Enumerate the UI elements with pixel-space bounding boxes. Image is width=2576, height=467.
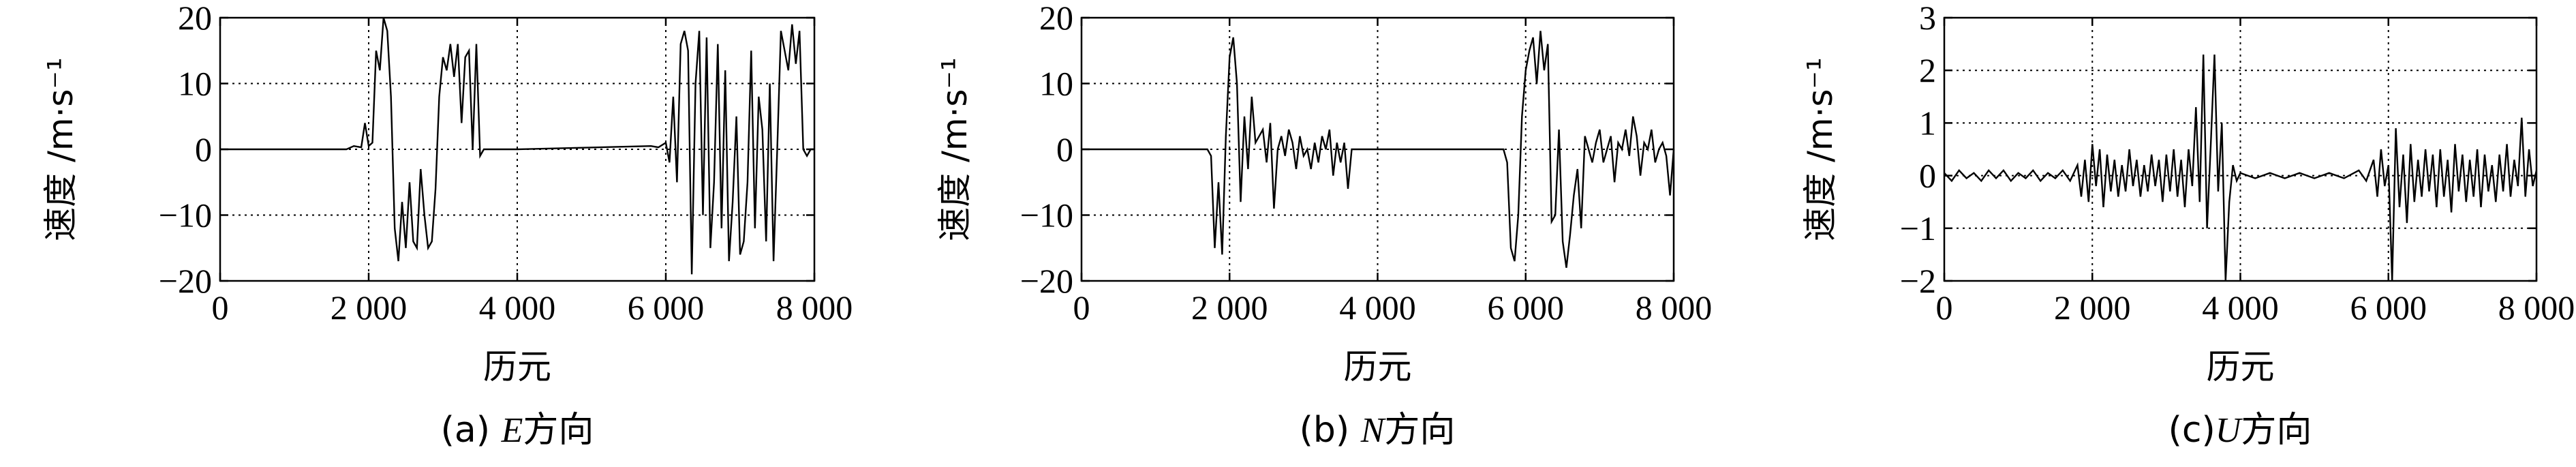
caption-letter: U xyxy=(2215,411,2243,450)
y-tick-label: 0 xyxy=(1919,157,1936,195)
x-tick-label: 8 000 xyxy=(776,288,853,327)
y-tick-label: 0 xyxy=(195,130,212,168)
chart-panel-2: 0 2 000 4 000 6 000 8 000 −20 −10 0 10 20 历元 速度 /m·… xyxy=(935,0,1712,451)
y-tick-label: 3 xyxy=(1919,0,1936,37)
caption-letter: E xyxy=(501,411,523,450)
x-tick-label: 0 xyxy=(1073,288,1090,327)
chart-panel-3: 0 2 000 4 000 6 000 8 000 −2 −1 0 1 2 3 历元 速度 /m·s⁻¹… xyxy=(1800,0,2575,451)
x-tick-label: 4 000 xyxy=(2202,288,2279,327)
series-line-1 xyxy=(1944,54,2538,282)
series-line-1 xyxy=(1082,31,1675,268)
x-tick-label: 4 000 xyxy=(479,288,556,327)
y-axis-title: 速度 /m·s⁻¹ xyxy=(41,57,80,241)
x-tick-label: 8 000 xyxy=(1636,288,1713,327)
x-axis-title: 历元 xyxy=(483,347,551,387)
x-tick-label: 2 000 xyxy=(331,288,408,327)
y-tick-label: −20 xyxy=(1020,262,1073,300)
y-tick-label: 10 xyxy=(178,65,212,103)
x-axis-title: 历元 xyxy=(2207,347,2275,387)
y-tick-label: −20 xyxy=(159,262,212,300)
panel-caption: (a) E方向 xyxy=(441,410,594,451)
x-tick-label: 2 000 xyxy=(2054,288,2131,327)
y-tick-label: 1 xyxy=(1919,104,1936,142)
caption-prefix: (b) xyxy=(1300,410,1361,451)
x-tick-label: 8 000 xyxy=(2498,288,2575,327)
caption-prefix: (c) xyxy=(2168,410,2215,451)
x-axis-title: 历元 xyxy=(1344,347,1412,387)
x-tick-label: 2 000 xyxy=(1191,288,1268,327)
plot-frame xyxy=(1943,16,2538,282)
y-tick-label: 0 xyxy=(1056,130,1073,168)
panel-caption: (b) N方向 xyxy=(1300,410,1456,451)
y-tick-label: 10 xyxy=(1039,65,1073,103)
y-tick-label: −10 xyxy=(1020,196,1073,235)
caption-suffix: 方向 xyxy=(523,410,594,451)
x-tick-label: 6 000 xyxy=(628,288,705,327)
x-tick-label: 4 000 xyxy=(1339,288,1416,327)
caption-suffix: 方向 xyxy=(2241,410,2312,451)
x-tick-label: 6 000 xyxy=(2350,288,2427,327)
caption-prefix: (a) xyxy=(441,410,502,451)
x-tick-label: 0 xyxy=(212,288,229,327)
y-tick-label: 2 xyxy=(1919,51,1936,89)
y-tick-label: −10 xyxy=(159,196,212,235)
caption-letter: N xyxy=(1360,411,1387,450)
caption-suffix: 方向 xyxy=(1384,410,1455,451)
x-tick-label: 0 xyxy=(1936,288,1953,327)
y-axis-title: 速度 /m·s⁻¹ xyxy=(935,57,975,241)
x-tick-label: 6 000 xyxy=(1488,288,1565,327)
y-tick-label: 20 xyxy=(178,0,212,37)
y-tick-label: 20 xyxy=(1039,0,1073,37)
chart-panel-1: 0 2 000 4 000 6 000 8 000 −20 −10 0 10 20 历元 速度 /m·… xyxy=(41,0,853,451)
y-axis-title: 速度 /m·s⁻¹ xyxy=(1800,57,1840,241)
y-tick-label: −1 xyxy=(1900,209,1936,247)
series-line-1 xyxy=(220,17,814,275)
y-tick-label: −2 xyxy=(1900,262,1936,300)
panel-caption: (c)U方向 xyxy=(2168,410,2312,451)
